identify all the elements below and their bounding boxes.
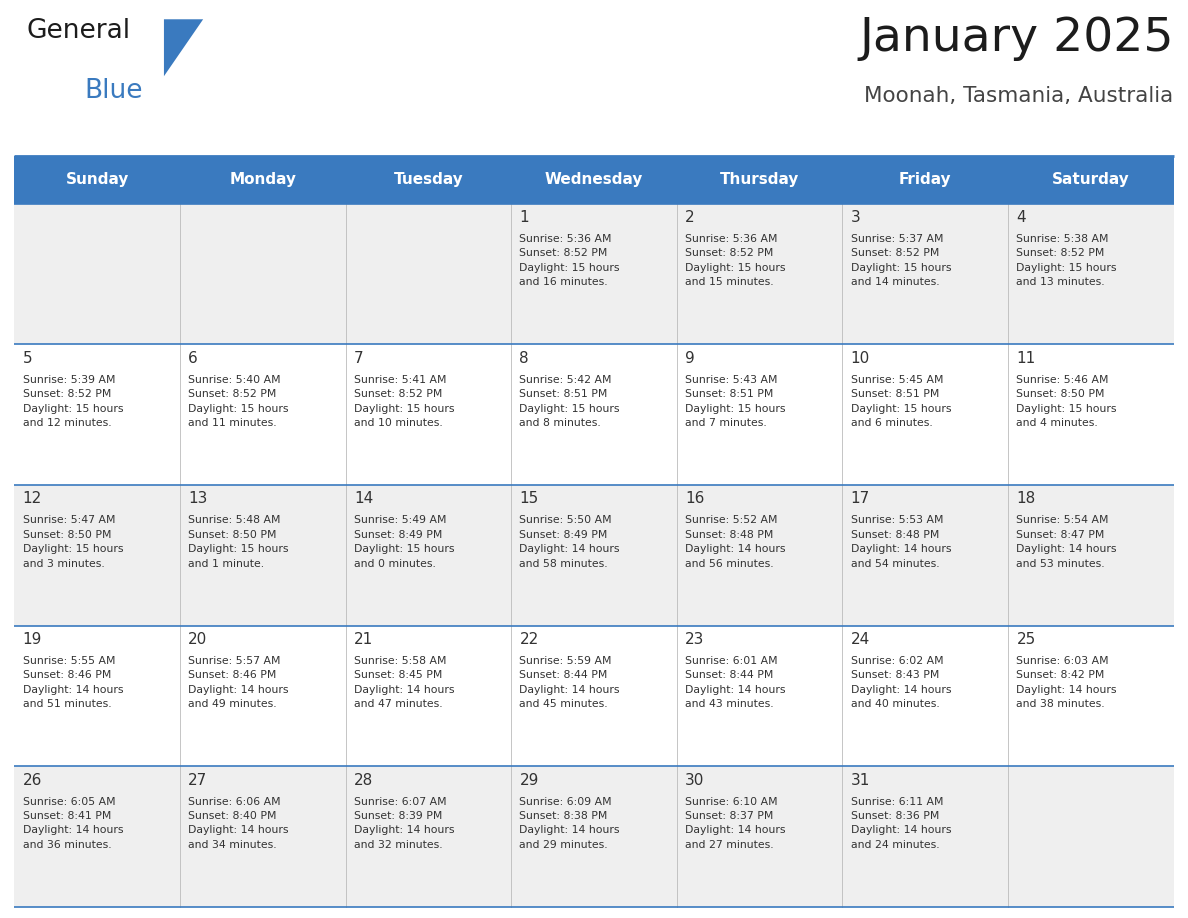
Text: 30: 30 xyxy=(685,773,704,788)
Text: 24: 24 xyxy=(851,633,870,647)
Text: Sunrise: 5:57 AM
Sunset: 8:46 PM
Daylight: 14 hours
and 49 minutes.: Sunrise: 5:57 AM Sunset: 8:46 PM Dayligh… xyxy=(188,656,289,710)
Text: 23: 23 xyxy=(685,633,704,647)
Text: 4: 4 xyxy=(1017,210,1026,225)
Text: Sunrise: 5:36 AM
Sunset: 8:52 PM
Daylight: 15 hours
and 15 minutes.: Sunrise: 5:36 AM Sunset: 8:52 PM Dayligh… xyxy=(685,234,785,287)
Text: 3: 3 xyxy=(851,210,860,225)
Text: 9: 9 xyxy=(685,351,695,366)
Text: Monday: Monday xyxy=(229,173,296,187)
Text: Sunrise: 6:02 AM
Sunset: 8:43 PM
Daylight: 14 hours
and 40 minutes.: Sunrise: 6:02 AM Sunset: 8:43 PM Dayligh… xyxy=(851,656,952,710)
Text: 12: 12 xyxy=(23,491,42,507)
Text: 25: 25 xyxy=(1017,633,1036,647)
Text: Sunrise: 6:09 AM
Sunset: 8:38 PM
Daylight: 14 hours
and 29 minutes.: Sunrise: 6:09 AM Sunset: 8:38 PM Dayligh… xyxy=(519,797,620,850)
Text: Sunrise: 5:52 AM
Sunset: 8:48 PM
Daylight: 14 hours
and 56 minutes.: Sunrise: 5:52 AM Sunset: 8:48 PM Dayligh… xyxy=(685,515,785,568)
Text: Sunrise: 6:10 AM
Sunset: 8:37 PM
Daylight: 14 hours
and 27 minutes.: Sunrise: 6:10 AM Sunset: 8:37 PM Dayligh… xyxy=(685,797,785,850)
Text: 2: 2 xyxy=(685,210,695,225)
Text: 16: 16 xyxy=(685,491,704,507)
Text: Sunrise: 5:54 AM
Sunset: 8:47 PM
Daylight: 14 hours
and 53 minutes.: Sunrise: 5:54 AM Sunset: 8:47 PM Dayligh… xyxy=(1017,515,1117,568)
Text: Sunrise: 5:37 AM
Sunset: 8:52 PM
Daylight: 15 hours
and 14 minutes.: Sunrise: 5:37 AM Sunset: 8:52 PM Dayligh… xyxy=(851,234,952,287)
Text: Sunrise: 6:01 AM
Sunset: 8:44 PM
Daylight: 14 hours
and 43 minutes.: Sunrise: 6:01 AM Sunset: 8:44 PM Dayligh… xyxy=(685,656,785,710)
Text: 1: 1 xyxy=(519,210,529,225)
Text: 26: 26 xyxy=(23,773,42,788)
Text: 8: 8 xyxy=(519,351,529,366)
Text: Sunrise: 5:55 AM
Sunset: 8:46 PM
Daylight: 14 hours
and 51 minutes.: Sunrise: 5:55 AM Sunset: 8:46 PM Dayligh… xyxy=(23,656,124,710)
Text: 31: 31 xyxy=(851,773,870,788)
Text: 5: 5 xyxy=(23,351,32,366)
Polygon shape xyxy=(164,19,203,76)
Text: General: General xyxy=(26,18,131,44)
Text: Blue: Blue xyxy=(84,78,143,104)
Text: Sunrise: 5:39 AM
Sunset: 8:52 PM
Daylight: 15 hours
and 12 minutes.: Sunrise: 5:39 AM Sunset: 8:52 PM Dayligh… xyxy=(23,375,124,428)
Text: 11: 11 xyxy=(1017,351,1036,366)
Text: Sunrise: 5:36 AM
Sunset: 8:52 PM
Daylight: 15 hours
and 16 minutes.: Sunrise: 5:36 AM Sunset: 8:52 PM Dayligh… xyxy=(519,234,620,287)
Text: 29: 29 xyxy=(519,773,539,788)
Text: 6: 6 xyxy=(188,351,198,366)
Text: 21: 21 xyxy=(354,633,373,647)
Bar xyxy=(14,156,1174,204)
Text: 7: 7 xyxy=(354,351,364,366)
Text: Sunrise: 5:46 AM
Sunset: 8:50 PM
Daylight: 15 hours
and 4 minutes.: Sunrise: 5:46 AM Sunset: 8:50 PM Dayligh… xyxy=(1017,375,1117,428)
Text: Sunrise: 5:49 AM
Sunset: 8:49 PM
Daylight: 15 hours
and 0 minutes.: Sunrise: 5:49 AM Sunset: 8:49 PM Dayligh… xyxy=(354,515,454,568)
Text: Sunrise: 5:48 AM
Sunset: 8:50 PM
Daylight: 15 hours
and 1 minute.: Sunrise: 5:48 AM Sunset: 8:50 PM Dayligh… xyxy=(188,515,289,568)
Text: 19: 19 xyxy=(23,633,42,647)
Text: Thursday: Thursday xyxy=(720,173,800,187)
Text: January 2025: January 2025 xyxy=(859,16,1174,61)
Text: Wednesday: Wednesday xyxy=(545,173,643,187)
Bar xyxy=(14,204,1174,344)
Bar xyxy=(14,485,1174,626)
Text: Sunrise: 5:41 AM
Sunset: 8:52 PM
Daylight: 15 hours
and 10 minutes.: Sunrise: 5:41 AM Sunset: 8:52 PM Dayligh… xyxy=(354,375,454,428)
Text: Sunrise: 5:58 AM
Sunset: 8:45 PM
Daylight: 14 hours
and 47 minutes.: Sunrise: 5:58 AM Sunset: 8:45 PM Dayligh… xyxy=(354,656,454,710)
Text: 27: 27 xyxy=(188,773,208,788)
Text: Sunrise: 6:05 AM
Sunset: 8:41 PM
Daylight: 14 hours
and 36 minutes.: Sunrise: 6:05 AM Sunset: 8:41 PM Dayligh… xyxy=(23,797,124,850)
Text: Moonah, Tasmania, Australia: Moonah, Tasmania, Australia xyxy=(865,86,1174,106)
Text: Sunrise: 5:45 AM
Sunset: 8:51 PM
Daylight: 15 hours
and 6 minutes.: Sunrise: 5:45 AM Sunset: 8:51 PM Dayligh… xyxy=(851,375,952,428)
Text: Sunrise: 5:50 AM
Sunset: 8:49 PM
Daylight: 14 hours
and 58 minutes.: Sunrise: 5:50 AM Sunset: 8:49 PM Dayligh… xyxy=(519,515,620,568)
Text: Sunrise: 5:59 AM
Sunset: 8:44 PM
Daylight: 14 hours
and 45 minutes.: Sunrise: 5:59 AM Sunset: 8:44 PM Dayligh… xyxy=(519,656,620,710)
Text: Saturday: Saturday xyxy=(1053,173,1130,187)
Text: Sunday: Sunday xyxy=(65,173,128,187)
Text: Sunrise: 5:53 AM
Sunset: 8:48 PM
Daylight: 14 hours
and 54 minutes.: Sunrise: 5:53 AM Sunset: 8:48 PM Dayligh… xyxy=(851,515,952,568)
Bar xyxy=(14,344,1174,485)
Text: Sunrise: 6:03 AM
Sunset: 8:42 PM
Daylight: 14 hours
and 38 minutes.: Sunrise: 6:03 AM Sunset: 8:42 PM Dayligh… xyxy=(1017,656,1117,710)
Text: Sunrise: 5:38 AM
Sunset: 8:52 PM
Daylight: 15 hours
and 13 minutes.: Sunrise: 5:38 AM Sunset: 8:52 PM Dayligh… xyxy=(1017,234,1117,287)
Text: 15: 15 xyxy=(519,491,538,507)
Text: 18: 18 xyxy=(1017,491,1036,507)
Text: Sunrise: 5:43 AM
Sunset: 8:51 PM
Daylight: 15 hours
and 7 minutes.: Sunrise: 5:43 AM Sunset: 8:51 PM Dayligh… xyxy=(685,375,785,428)
Text: 13: 13 xyxy=(188,491,208,507)
Text: 14: 14 xyxy=(354,491,373,507)
Text: Sunrise: 6:11 AM
Sunset: 8:36 PM
Daylight: 14 hours
and 24 minutes.: Sunrise: 6:11 AM Sunset: 8:36 PM Dayligh… xyxy=(851,797,952,850)
Bar xyxy=(14,767,1174,907)
Text: Sunrise: 5:40 AM
Sunset: 8:52 PM
Daylight: 15 hours
and 11 minutes.: Sunrise: 5:40 AM Sunset: 8:52 PM Dayligh… xyxy=(188,375,289,428)
Text: Sunrise: 6:06 AM
Sunset: 8:40 PM
Daylight: 14 hours
and 34 minutes.: Sunrise: 6:06 AM Sunset: 8:40 PM Dayligh… xyxy=(188,797,289,850)
Text: Tuesday: Tuesday xyxy=(393,173,463,187)
Text: 17: 17 xyxy=(851,491,870,507)
Text: 28: 28 xyxy=(354,773,373,788)
Bar xyxy=(14,626,1174,767)
Text: 10: 10 xyxy=(851,351,870,366)
Text: Sunrise: 5:47 AM
Sunset: 8:50 PM
Daylight: 15 hours
and 3 minutes.: Sunrise: 5:47 AM Sunset: 8:50 PM Dayligh… xyxy=(23,515,124,568)
Text: Friday: Friday xyxy=(899,173,952,187)
Text: Sunrise: 5:42 AM
Sunset: 8:51 PM
Daylight: 15 hours
and 8 minutes.: Sunrise: 5:42 AM Sunset: 8:51 PM Dayligh… xyxy=(519,375,620,428)
Text: 22: 22 xyxy=(519,633,538,647)
Text: Sunrise: 6:07 AM
Sunset: 8:39 PM
Daylight: 14 hours
and 32 minutes.: Sunrise: 6:07 AM Sunset: 8:39 PM Dayligh… xyxy=(354,797,454,850)
Text: 20: 20 xyxy=(188,633,208,647)
